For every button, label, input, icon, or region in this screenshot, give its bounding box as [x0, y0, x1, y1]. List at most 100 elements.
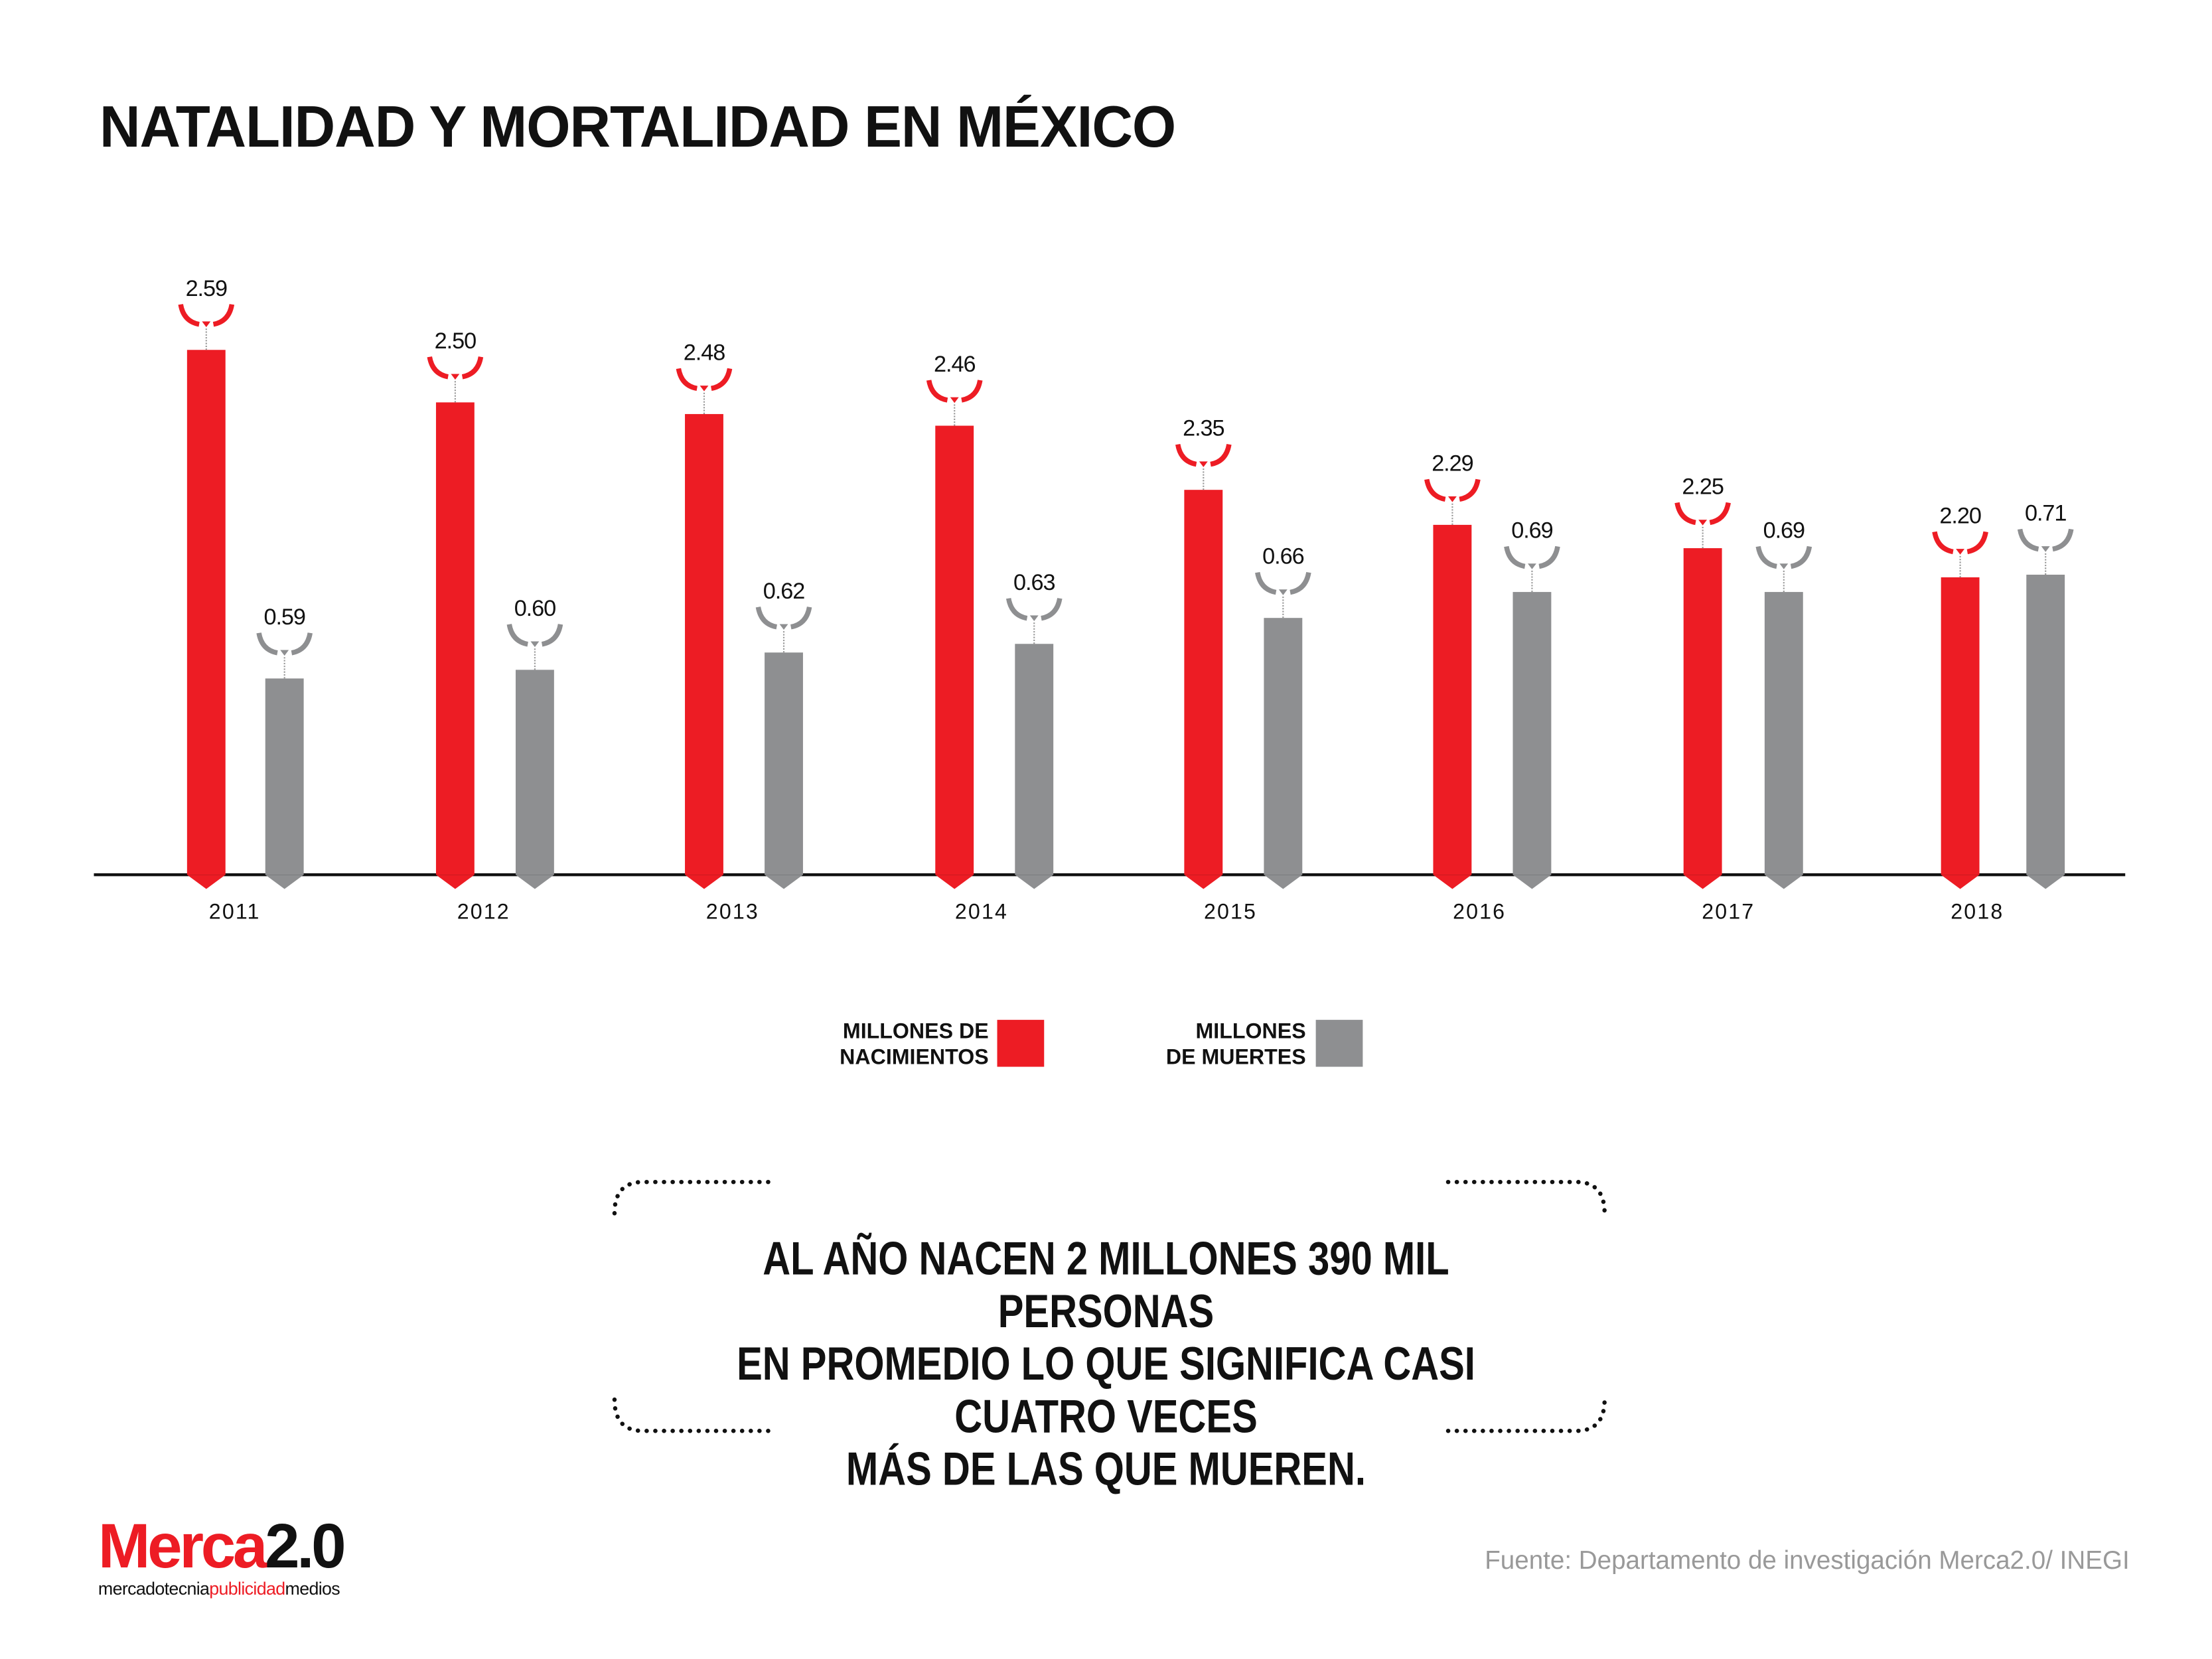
data-label: 0.60: [514, 596, 555, 621]
x-tick-label: 2014: [955, 900, 1008, 924]
bracket-right-icon: [961, 380, 983, 403]
legend-births-label: MILLONES DE NACIMIENTOS: [796, 1020, 988, 1071]
bracket-right-icon: [1210, 443, 1232, 467]
bar-arrow-icon: [265, 875, 304, 889]
logo-merca: Merca: [98, 1512, 267, 1582]
legend-births-line2: NACIMIENTOS: [840, 1045, 989, 1070]
bar-arrow-icon: [1264, 875, 1303, 889]
quote-corner-tl: [612, 1179, 778, 1216]
merca20-logo: Merca2.0 mercadotecniapublicidadmedios: [98, 1516, 346, 1599]
bracket-right-icon: [1538, 545, 1560, 569]
bar-births-2017: [1683, 548, 1722, 875]
bracket-tip-icon: [451, 374, 460, 380]
bracket-right-icon: [291, 632, 313, 656]
bar-births-2016: [1433, 524, 1472, 875]
bracket-tip-icon: [1199, 461, 1208, 467]
x-tick-label: 2017: [1702, 900, 1755, 924]
legend-births-swatch: [997, 1019, 1045, 1067]
bar-births-2014: [935, 425, 974, 875]
bracket-left-icon: [1175, 443, 1197, 467]
bracket-left-icon: [506, 624, 529, 647]
bracket-left-icon: [178, 303, 200, 327]
bracket-tip-icon: [1956, 549, 1965, 555]
data-label: 2.50: [435, 328, 476, 354]
bracket-tip-icon: [1698, 520, 1708, 526]
bar-births-2012: [435, 402, 475, 875]
quote-line-1: AL AÑO NACEN 2 MILLONES 390 MIL PERSONAS: [763, 1232, 1449, 1337]
bar-arrow-icon: [1512, 875, 1552, 889]
bar-deaths-2017: [1764, 592, 1803, 875]
legend-deaths-label: MILLONES DE MUERTES: [1124, 1019, 1306, 1071]
x-tick-label: 2015: [1204, 900, 1257, 924]
bracket-tip-icon: [2041, 546, 2050, 552]
quote-corner-tr: [1445, 1179, 1607, 1216]
bar-deaths-2018: [2026, 575, 2065, 875]
bar-births-2011: [186, 350, 226, 875]
legend-deaths-line1: MILLONES: [1195, 1019, 1306, 1045]
bar-deaths-2013: [765, 652, 803, 875]
bracket-left-icon: [1424, 478, 1446, 502]
bar-arrow-icon: [935, 875, 974, 889]
data-label: 2.48: [684, 340, 725, 365]
bar-deaths-2014: [1015, 644, 1054, 875]
bar-arrow-icon: [765, 875, 803, 889]
logo-sub-2: publicidad: [209, 1579, 285, 1599]
bracket-left-icon: [676, 368, 698, 392]
bracket-left-icon: [1755, 545, 1777, 569]
quote-line-3: MÁS DE LAS QUE MUEREN.: [846, 1442, 1366, 1495]
bar-arrow-icon: [1683, 875, 1722, 889]
bracket-right-icon: [1459, 478, 1481, 502]
bar-births-2018: [1941, 577, 1980, 875]
bar-arrow-icon: [515, 875, 554, 889]
x-tick-label: 2018: [1951, 900, 2004, 924]
bracket-right-icon: [541, 624, 563, 647]
summary-quote: AL AÑO NACEN 2 MILLONES 390 MIL PERSONAS…: [654, 1232, 1558, 1495]
data-label: 2.35: [1183, 416, 1224, 441]
page-title: NATALIDAD Y MORTALIDAD EN MÉXICO: [100, 94, 1176, 160]
bar-arrow-icon: [1433, 875, 1472, 889]
bracket-right-icon: [1790, 545, 1812, 569]
logo-2-0: 2.0: [265, 1512, 346, 1582]
data-label: 0.66: [1262, 544, 1303, 569]
bracket-tip-icon: [1278, 589, 1288, 595]
bracket-left-icon: [1255, 571, 1277, 595]
bracket-left-icon: [1504, 545, 1526, 569]
bar-deaths-2015: [1264, 618, 1303, 875]
bracket-tip-icon: [530, 641, 540, 648]
bar-arrow-icon: [435, 875, 475, 889]
bar-arrow-icon: [685, 875, 723, 889]
bracket-tip-icon: [779, 624, 788, 630]
logo-sub-1: mercadotecnia: [98, 1579, 210, 1599]
data-label: 0.63: [1013, 570, 1055, 595]
bracket-tip-icon: [1779, 563, 1789, 569]
bracket-left-icon: [256, 632, 278, 656]
data-label: 0.69: [1763, 518, 1805, 543]
x-tick-label: 2013: [706, 900, 759, 924]
bracket-tip-icon: [1029, 615, 1039, 621]
data-label: 0.69: [1511, 518, 1552, 543]
bracket-left-icon: [2017, 528, 2039, 552]
bar-arrow-icon: [1184, 875, 1223, 889]
legend-deaths-swatch: [1315, 1019, 1363, 1067]
x-tick-label: 2016: [1453, 900, 1506, 924]
source-note: Fuente: Departamento de investigación Me…: [1485, 1546, 2130, 1575]
x-tick-label: 2011: [209, 900, 261, 924]
bracket-right-icon: [790, 606, 812, 630]
bracket-right-icon: [212, 303, 235, 327]
bar-births-2013: [685, 413, 723, 875]
bar-chart: 2.59 2.50 2.48 2.46 2.35 2.29 2.25 2.20 0.59 0.60…: [94, 276, 2126, 924]
bracket-left-icon: [1932, 531, 1954, 555]
bracket-left-icon: [427, 356, 449, 380]
data-label: 2.20: [1939, 504, 1980, 529]
bracket-left-icon: [1005, 597, 1028, 621]
bracket-right-icon: [1290, 571, 1311, 595]
bar-arrow-icon: [186, 875, 226, 889]
bracket-right-icon: [2052, 528, 2074, 552]
data-label: 2.46: [934, 352, 975, 377]
bracket-right-icon: [1966, 531, 1988, 555]
bracket-tip-icon: [950, 397, 959, 403]
logo-sub-3: medios: [285, 1579, 340, 1599]
bar-arrow-icon: [1015, 875, 1054, 889]
bracket-left-icon: [1674, 502, 1696, 526]
